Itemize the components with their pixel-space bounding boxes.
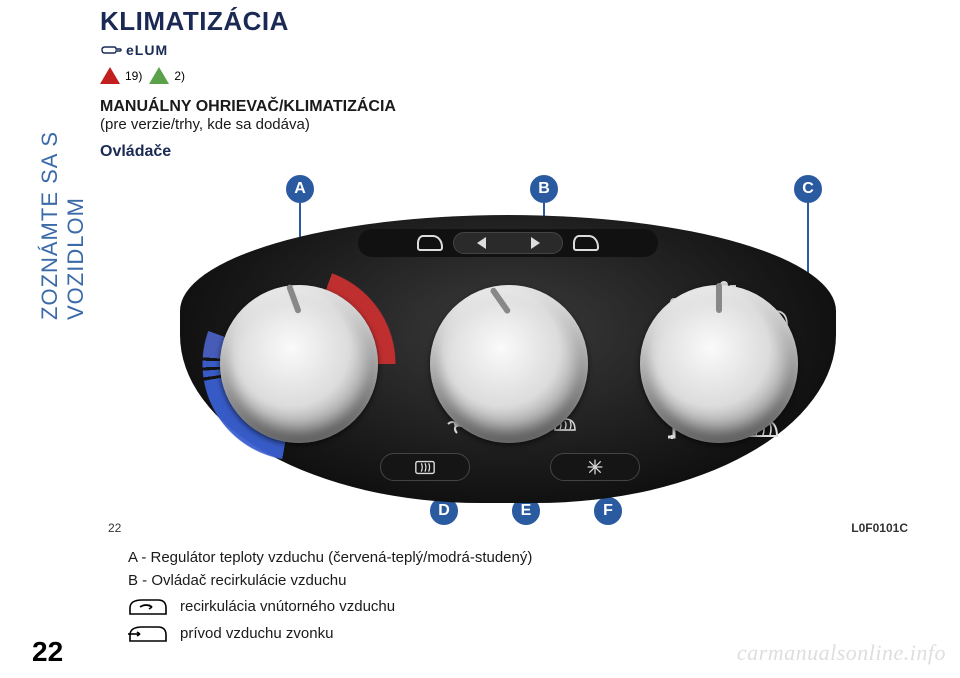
callout-a: A [286,175,314,203]
figure-number: 22 [108,521,121,535]
page-title: KLIMATIZÁCIA [100,6,920,37]
recirc-strip [358,229,658,257]
desc-recirc-row: recirkulácia vnútorného vzduchu [128,596,920,619]
page-number: 22 [32,636,63,668]
watermark: carmanualsonline.info [737,640,946,666]
warning-ref-2: 2) [174,69,185,83]
fan-speed-dial[interactable] [430,285,588,443]
callout-f: F [594,497,622,525]
climate-panel: 0 1 2 3 4 [180,215,836,503]
figure-container: A B C D E F [100,171,920,539]
warning-refs: 19) 2) [100,67,920,84]
car-recirc-icon [128,596,168,618]
callout-c-line [807,203,809,273]
callout-b: B [530,175,558,203]
desc-line-b: B - Ovládač recirkulácie vzduchu [128,570,920,593]
desc-recirc-text: recirkulácia vnútorného vzduchu [180,596,395,619]
rocker-right-icon [531,237,540,249]
subsection-heading: MANUÁLNY OHRIEVAČ/KLIMATIZÁCIA [100,98,920,116]
warning-triangle-green-icon [149,67,169,84]
elum-label: eLUM [126,42,168,58]
hand-icon-row: eLUM [100,41,920,59]
fresh-air-icon [573,235,599,251]
desc-line-a: A - Regulátor teploty vzduchu (červená-t… [128,547,920,570]
subsection-note: (pre verzie/trhy, kde sa dodáva) [100,116,920,133]
airflow-dial[interactable] [640,285,798,443]
page-content: KLIMATIZÁCIA eLUM 19) 2) MANUÁLNY OHRIEV… [100,6,920,645]
warning-ref-1: 19) [125,69,142,83]
snowflake-icon [584,458,606,476]
figure-code: L0F0101C [851,521,908,535]
descriptions: A - Regulátor teploty vzduchu (červená-t… [100,547,920,645]
callout-c: C [794,175,822,203]
warning-triangle-red-icon [100,67,120,84]
sidebar-section-label: ZOZNÁMTE SA S VOZIDLOM [48,10,78,320]
rear-defrost-icon [414,458,436,476]
pointing-hand-icon [100,41,122,59]
rear-defrost-button[interactable] [380,453,470,481]
temperature-dial[interactable] [220,285,378,443]
car-fresh-icon [128,623,168,645]
controls-heading: Ovládače [100,143,920,161]
sidebar-text: ZOZNÁMTE SA S VOZIDLOM [37,10,89,320]
recirc-rocker[interactable] [453,232,563,254]
figure-22: A B C D E F [100,171,916,539]
ac-button[interactable] [550,453,640,481]
desc-fresh-text: prívod vzduchu zvonku [180,623,333,646]
rocker-left-icon [477,237,486,249]
recirc-on-icon [417,235,443,251]
